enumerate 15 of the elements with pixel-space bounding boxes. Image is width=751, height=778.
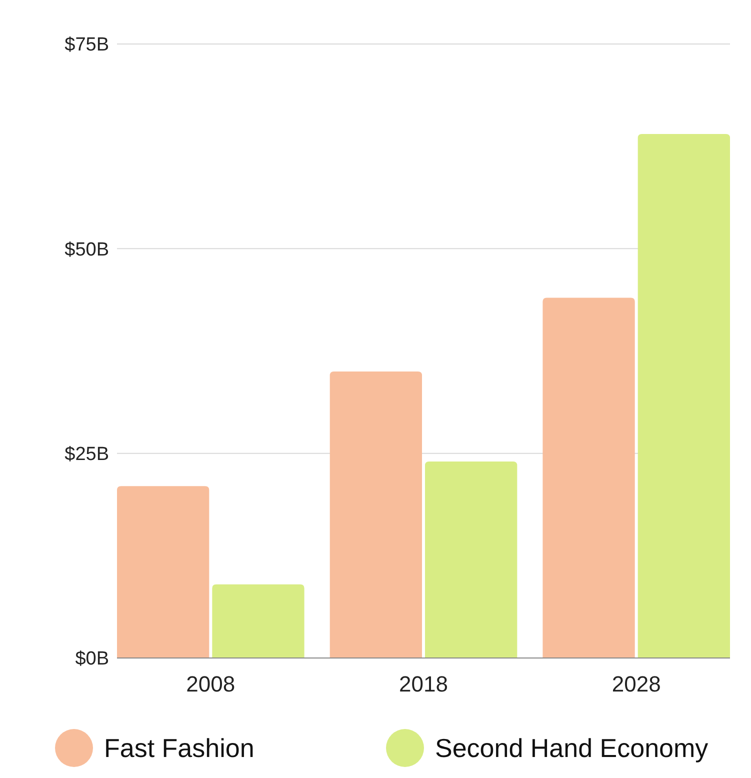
bar xyxy=(212,584,304,658)
bar xyxy=(330,371,422,658)
y-tick-label: $0B xyxy=(75,648,109,670)
bar xyxy=(542,298,635,658)
y-tick-label: $50B xyxy=(64,239,109,260)
bar xyxy=(425,462,518,658)
x-tick-label: 2008 xyxy=(186,672,236,697)
legend-label: Fast Fashion xyxy=(104,733,254,764)
legend-label: Second Hand Economy xyxy=(435,733,708,764)
y-tick-label: $75B xyxy=(64,34,109,56)
bar xyxy=(638,134,730,658)
y-tick-label: $25B xyxy=(64,444,109,465)
bar xyxy=(117,486,210,658)
x-tick-label: 2028 xyxy=(612,672,661,697)
x-tick-label: 2018 xyxy=(399,672,448,697)
